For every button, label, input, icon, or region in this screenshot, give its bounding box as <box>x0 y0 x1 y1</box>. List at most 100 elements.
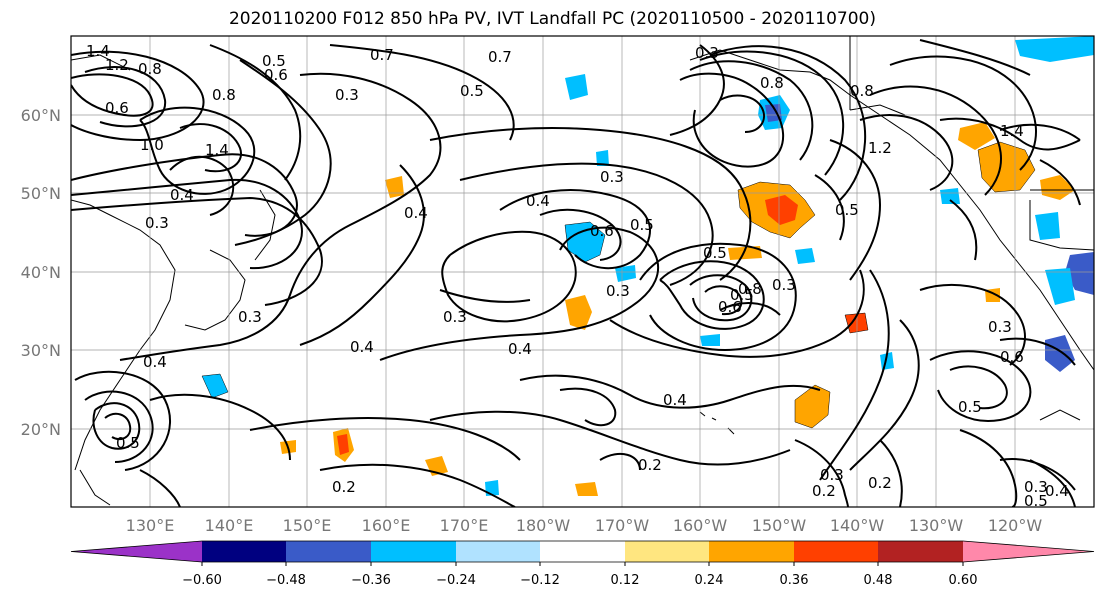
negative-pc-area <box>1015 36 1094 62</box>
negative-pc-area <box>880 352 894 370</box>
colorbar-segments <box>70 540 1095 563</box>
colorbar-tick-label: 0.12 <box>611 573 640 588</box>
colorbar-tick-label: −0.36 <box>351 573 391 588</box>
colorbar-segment <box>625 541 709 562</box>
contour-label: 0.2 <box>638 456 662 474</box>
longitude-label: 140°W <box>830 516 885 535</box>
contour-label: 0.3 <box>443 308 467 326</box>
contour-label: 1.0 <box>140 136 164 154</box>
latitude-label: 30°N <box>21 341 61 360</box>
contour-label: 0.5 <box>1024 492 1048 510</box>
contour-label: 0.8 <box>850 82 874 100</box>
longitude-label: 140°E <box>205 516 254 535</box>
colorbar-tick-label: −0.12 <box>520 573 560 588</box>
latitude-label: 40°N <box>21 263 61 282</box>
contour-label: 0.4 <box>350 338 374 356</box>
contour-label: 1.4 <box>86 42 110 60</box>
negative-pc-area <box>1045 335 1075 372</box>
contour-label: 0.6 <box>1000 348 1024 366</box>
colorbar-tick-label: 0.24 <box>695 573 724 588</box>
contour-label: 0.5 <box>730 286 754 304</box>
contour-label: 0.4 <box>526 192 550 210</box>
contour-label: 0.2 <box>868 474 892 492</box>
longitude-label: 150°W <box>752 516 807 535</box>
contour-label: 0.6 <box>590 222 614 240</box>
contour-label: 0.8 <box>760 74 784 92</box>
contour-label: 0.4 <box>170 186 194 204</box>
negative-pc-area <box>1045 268 1075 305</box>
positive-pc-area <box>958 122 995 150</box>
longitude-label: 130°E <box>126 516 175 535</box>
contour-label: 0.6 <box>105 99 129 117</box>
negative-pc-area <box>485 480 499 496</box>
colorbar-tick-label: 0.36 <box>780 573 809 588</box>
map-frame <box>70 35 1095 508</box>
positive-pc-area <box>565 295 592 330</box>
contour-label: 1.4 <box>1000 122 1024 140</box>
longitude-label: 160°W <box>673 516 728 535</box>
contour-label: 1.2 <box>868 139 892 157</box>
contour-label: 0.8 <box>212 86 236 104</box>
contour-label: 0.3 <box>695 44 719 62</box>
positive-pc-area <box>728 246 762 260</box>
colorbar-segment <box>878 541 963 562</box>
negative-pc-area <box>565 74 588 100</box>
contour-label: 0.8 <box>738 280 762 298</box>
colorbar-segment <box>202 541 286 562</box>
colorbar: −0.60 −0.48 −0.36 −0.24 −0.12 0.12 0.24 … <box>70 540 1095 588</box>
negative-pc-area <box>795 248 815 264</box>
longitude-label: 120°W <box>988 516 1043 535</box>
longitude-label: 160°E <box>362 516 411 535</box>
colorbar-segment <box>456 541 540 562</box>
negative-pc-area <box>700 334 720 346</box>
contour-label: 0.4 <box>508 340 532 358</box>
longitude-labels: 130°E 140°E 150°E 160°E 170°E 180°W 170°… <box>126 516 1043 535</box>
colorbar-segment <box>371 541 456 562</box>
contour-labels: 1.4 1.2 0.8 0.6 0.5 0.7 0.6 0.8 1.0 1.4 … <box>86 42 1069 510</box>
positive-pc-area <box>385 176 404 198</box>
contour-label: 0.5 <box>116 434 140 452</box>
contour-label: 0.5 <box>835 201 859 219</box>
colorbar-segment <box>709 541 794 562</box>
latitude-label: 60°N <box>21 106 61 125</box>
colorbar-tick-label: 0.60 <box>949 573 978 588</box>
positive-pc-area <box>575 482 598 496</box>
colorbar-segment <box>794 541 878 562</box>
colorbar-segment <box>540 541 625 562</box>
colorbar-ticks <box>201 562 964 566</box>
latitude-label: 50°N <box>21 184 61 203</box>
contour-label: 0.3 <box>606 282 630 300</box>
coastlines <box>71 36 1094 506</box>
colorbar-tick-label: −0.60 <box>182 573 222 588</box>
pc-shading <box>201 36 1094 496</box>
negative-pc-area <box>615 265 636 282</box>
negative-pc-area <box>765 104 782 122</box>
pv-contours <box>71 39 1081 507</box>
positive-pc-area <box>1040 175 1075 200</box>
longitude-label: 180°W <box>516 516 571 535</box>
contour-label: 0.2 <box>332 478 356 496</box>
negative-pc-area <box>940 188 960 204</box>
longitude-label: 170°E <box>440 516 489 535</box>
contour-label: 1.2 <box>105 56 129 74</box>
colorbar-extend-high <box>963 541 1094 562</box>
latitude-labels: 60°N 50°N 40°N 30°N 20°N <box>21 106 61 439</box>
contour-label: 0.5 <box>460 82 484 100</box>
contour-label: 0.7 <box>488 48 512 66</box>
positive-pc-area <box>977 141 1036 193</box>
contour-label: 0.8 <box>138 60 162 78</box>
contour-label: 0.4 <box>1045 482 1069 500</box>
negative-pc-area <box>596 150 609 166</box>
longitude-label: 150°E <box>283 516 332 535</box>
strong-positive-pc-area <box>337 434 349 455</box>
positive-pc-area <box>794 384 831 429</box>
contour-label: 0.5 <box>262 52 286 70</box>
contour-label: 1.4 <box>205 141 229 159</box>
contour-label: 0.3 <box>238 308 262 326</box>
contour-label: 0.3 <box>988 318 1012 336</box>
contour-label: 0.4 <box>663 391 687 409</box>
contour-label: 0.2 <box>812 482 836 500</box>
colorbar-tick-labels: −0.60 −0.48 −0.36 −0.24 −0.12 0.12 0.24 … <box>182 573 977 588</box>
colorbar-tick-label: 0.48 <box>864 573 893 588</box>
